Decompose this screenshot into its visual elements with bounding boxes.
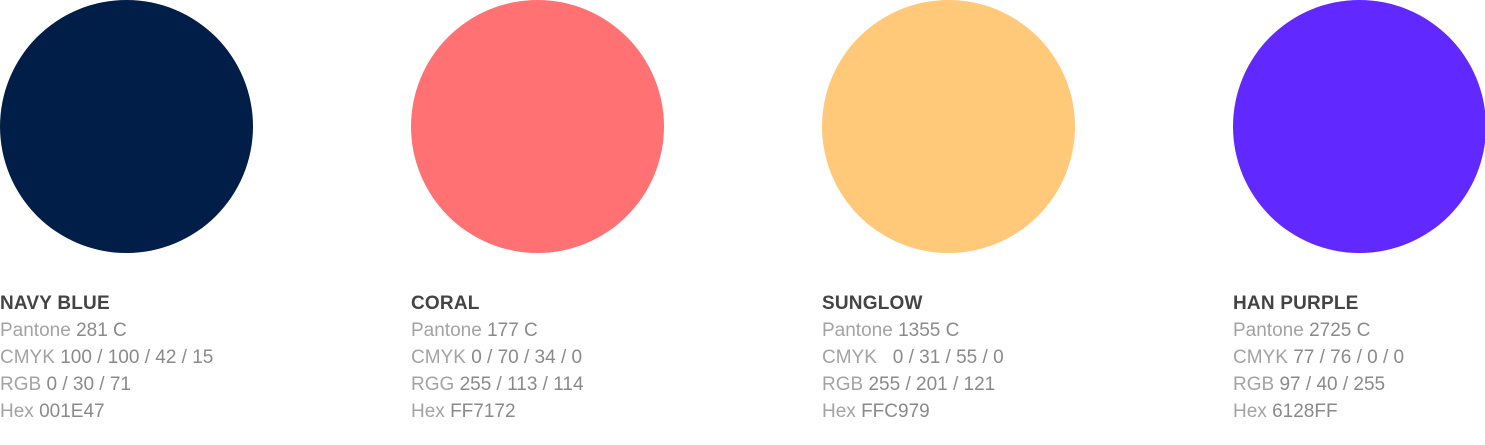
hex-line: Hex 001E47 — [0, 398, 260, 425]
pantone-line: Pantone 281 C — [0, 317, 260, 344]
swatch-navy-blue: NAVY BLUE Pantone 281 C CMYK 100 / 100 /… — [0, 0, 260, 425]
rgb-label: RGG — [411, 374, 455, 395]
hex-value: FF7172 — [450, 401, 516, 422]
hex-line: Hex 6128FF — [1233, 398, 1485, 425]
rgb-value: 0 / 30 / 71 — [46, 374, 131, 395]
cmyk-line: CMYK 77 / 76 / 0 / 0 — [1233, 344, 1485, 371]
swatch-name: NAVY BLUE — [0, 293, 110, 314]
swatch-name: HAN PURPLE — [1233, 293, 1359, 314]
hex-line: Hex FFC979 — [822, 398, 1082, 425]
cmyk-value: 100 / 100 / 42 / 15 — [60, 347, 214, 368]
rgb-line: RGB 97 / 40 / 255 — [1233, 371, 1485, 398]
pantone-label: Pantone — [0, 320, 71, 341]
swatch-han-purple: HAN PURPLE Pantone 2725 C CMYK 77 / 76 /… — [1233, 0, 1485, 425]
cmyk-label: CMYK — [822, 347, 877, 368]
rgb-value: 255 / 201 / 121 — [868, 374, 996, 395]
rgb-value: 255 / 113 / 114 — [459, 374, 584, 395]
cmyk-line: CMYK 0 / 70 / 34 / 0 — [411, 344, 671, 371]
rgb-label: RGB — [822, 374, 864, 395]
pantone-label: Pantone — [1233, 320, 1304, 341]
rgb-line: RGG 255 / 113 / 114 — [411, 371, 671, 398]
color-circle — [411, 0, 664, 253]
cmyk-label: CMYK — [1233, 347, 1288, 368]
pantone-line: Pantone 2725 C — [1233, 317, 1485, 344]
swatch-coral: CORAL Pantone 177 C CMYK 0 / 70 / 34 / 0… — [411, 0, 671, 425]
rgb-label: RGB — [0, 374, 42, 395]
hex-label: Hex — [411, 401, 445, 422]
rgb-line: RGB 0 / 30 / 71 — [0, 371, 260, 398]
hex-label: Hex — [0, 401, 34, 422]
hex-value: 6128FF — [1272, 401, 1338, 422]
hex-label: Hex — [1233, 401, 1267, 422]
swatch-sunglow: SUNGLOW Pantone 1355 C CMYK 0 / 31 / 55 … — [822, 0, 1082, 425]
swatch-name: CORAL — [411, 293, 480, 314]
pantone-value: 281 C — [76, 320, 127, 341]
color-circle — [822, 0, 1075, 253]
pantone-line: Pantone 1355 C — [822, 317, 1082, 344]
cmyk-value: 77 / 76 / 0 / 0 — [1293, 347, 1405, 368]
cmyk-line: CMYK 100 / 100 / 42 / 15 — [0, 344, 260, 371]
rgb-label: RGB — [1233, 374, 1275, 395]
cmyk-line: CMYK 0 / 31 / 55 / 0 — [822, 344, 1082, 371]
pantone-value: 2725 C — [1309, 320, 1371, 341]
cmyk-label: CMYK — [411, 347, 466, 368]
cmyk-value: 0 / 31 / 55 / 0 — [882, 347, 1004, 368]
pantone-label: Pantone — [822, 320, 893, 341]
hex-value: 001E47 — [39, 401, 105, 422]
color-circle — [1233, 0, 1485, 253]
hex-value: FFC979 — [861, 401, 930, 422]
pantone-line: Pantone 177 C — [411, 317, 671, 344]
rgb-value: 97 / 40 / 255 — [1279, 374, 1386, 395]
hex-label: Hex — [822, 401, 856, 422]
pantone-label: Pantone — [411, 320, 482, 341]
hex-line: Hex FF7172 — [411, 398, 671, 425]
swatch-name: SUNGLOW — [822, 293, 923, 314]
color-circle — [0, 0, 253, 253]
pantone-value: 1355 C — [898, 320, 960, 341]
cmyk-value: 0 / 70 / 34 / 0 — [471, 347, 583, 368]
rgb-line: RGB 255 / 201 / 121 — [822, 371, 1082, 398]
pantone-value: 177 C — [487, 320, 538, 341]
cmyk-label: CMYK — [0, 347, 55, 368]
